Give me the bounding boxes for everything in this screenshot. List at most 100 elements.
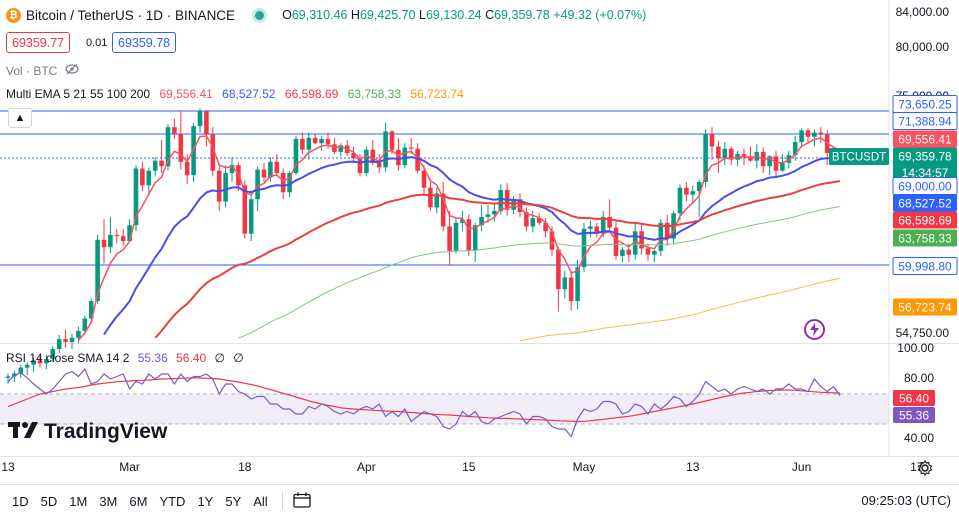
- candle-body: [421, 170, 427, 188]
- price-tick-label: 54,750.00: [896, 326, 950, 340]
- rsi-band: [0, 394, 889, 424]
- sell-button[interactable]: 69359.77: [6, 32, 71, 53]
- candle-body: [383, 131, 388, 168]
- candle-body: [56, 339, 62, 350]
- candle-body: [812, 132, 817, 137]
- candle-body: [402, 147, 408, 166]
- candle-body: [280, 172, 286, 193]
- candle-body: [588, 226, 593, 229]
- logo-text: TradingView: [44, 420, 168, 443]
- candle-body: [613, 227, 619, 256]
- toolbar-divider: [281, 492, 283, 510]
- candle-body: [543, 222, 548, 232]
- candle-body: [786, 155, 792, 163]
- candle-body: [626, 249, 632, 255]
- timeframe-1d[interactable]: 1D: [12, 493, 29, 509]
- time-tick-label: 13: [1, 460, 15, 474]
- price-label: 68,527.52: [893, 194, 957, 212]
- symbol-header[interactable]: ₿ Bitcoin / TetherUS · 1D · BINANCE O69,…: [6, 5, 646, 25]
- time-tick-label: Apr: [357, 460, 376, 474]
- candle-body: [549, 231, 555, 250]
- candle-body: [716, 146, 721, 159]
- timeframe-toolbar: 1D 5D 1M 3M 6M YTD 1Y 5Y All: [0, 485, 959, 517]
- candle-body: [440, 193, 446, 227]
- spread-value: 0.01: [81, 32, 113, 53]
- price-label-text: 59,998.80: [898, 260, 952, 274]
- rsi-legend[interactable]: RSI 14 close SMA 14 2 55.36 56.40 ∅ ∅: [6, 351, 249, 365]
- candle-body: [204, 111, 209, 135]
- time-tick-label: May: [573, 460, 596, 474]
- price-label: 73,650.25: [892, 95, 958, 113]
- candle-body: [101, 239, 107, 248]
- countdown-label: 14:34:57: [902, 166, 949, 180]
- candle-body: [428, 187, 433, 208]
- utc-clock[interactable]: 09:25:03 (UTC): [861, 493, 951, 508]
- timeframe-5y[interactable]: 5Y: [225, 493, 242, 509]
- ema-legend[interactable]: Multi EMA 5 21 55 100 200 69,556.41 68,5…: [6, 87, 470, 101]
- candle-body: [620, 249, 625, 256]
- gear-icon[interactable]: [917, 459, 933, 479]
- symbol-tag-text: BTCUSDT: [832, 152, 886, 164]
- candle-body: [152, 160, 158, 171]
- candle-body: [498, 189, 504, 211]
- symbol-title[interactable]: Bitcoin / TetherUS · 1D · BINANCE: [26, 7, 236, 23]
- rsi-value: 55.36: [137, 351, 168, 365]
- price-label: 56,723.74: [893, 298, 957, 316]
- chevron-up-icon[interactable]: ▲: [8, 108, 32, 128]
- price-label-text: 56,723.74: [898, 301, 952, 315]
- timeframe-5d[interactable]: 5D: [40, 493, 58, 509]
- time-tick-label: 15: [462, 460, 476, 474]
- timeframe-6m[interactable]: 6M: [129, 493, 148, 509]
- timeframe-3m[interactable]: 3M: [99, 493, 118, 509]
- lightning-icon[interactable]: [804, 319, 825, 340]
- candle-body: [594, 226, 600, 234]
- rsi-empty-1: ∅: [214, 351, 225, 365]
- price-label-text: 63,758.33: [898, 232, 952, 246]
- tradingview-logo[interactable]: TradingView: [8, 420, 167, 444]
- candle-body: [511, 199, 516, 210]
- candle-body: [703, 133, 708, 182]
- candle-body: [210, 134, 216, 171]
- calendar-range-icon[interactable]: [293, 492, 311, 511]
- price-label: 66,598.69: [893, 211, 957, 229]
- volume-legend[interactable]: Vol · BTC: [6, 63, 79, 78]
- candle-body: [652, 250, 657, 255]
- eye-off-icon[interactable]: [65, 63, 79, 78]
- candle-body: [274, 161, 280, 173]
- timeframe-all[interactable]: All: [253, 493, 268, 509]
- candle-body: [562, 277, 568, 290]
- candle-body: [818, 132, 824, 135]
- price-label-box: [893, 211, 957, 229]
- price-label-text: 66,598.69: [898, 214, 952, 228]
- rsi-value-text: 55.36: [899, 409, 929, 423]
- candle-body: [581, 228, 587, 268]
- price-label: 69,000.00: [892, 177, 958, 195]
- candle-body: [127, 225, 132, 242]
- price-label: 69,359.78 14:34:57: [893, 147, 957, 182]
- candle-body: [799, 130, 804, 143]
- price-label-box: [892, 112, 958, 130]
- price-tick-label: 84,000.00: [896, 5, 950, 19]
- candle-body: [69, 337, 75, 342]
- candle-body: [690, 191, 696, 195]
- buy-button[interactable]: 69359.78: [112, 32, 177, 53]
- candle-body: [575, 267, 580, 302]
- candle-body: [728, 148, 734, 160]
- candle-body: [50, 349, 56, 359]
- price-label-text: 71,388.94: [898, 115, 952, 129]
- time-tick-label: Jun: [792, 460, 811, 474]
- timeframe-1m[interactable]: 1M: [69, 493, 88, 509]
- price-label-box: [892, 257, 958, 275]
- candle-body: [357, 158, 363, 173]
- timeframe-ytd[interactable]: YTD: [159, 493, 186, 509]
- candle-body: [600, 216, 606, 234]
- time-tick-label: 13: [686, 460, 700, 474]
- candle-body: [108, 234, 113, 248]
- timeframe-1y[interactable]: 1Y: [197, 493, 214, 509]
- symbol-tag: BTCUSDT: [829, 148, 889, 165]
- candle-body: [31, 360, 36, 365]
- candle-body: [568, 277, 574, 302]
- ema55-value: 66,598.69: [284, 87, 339, 101]
